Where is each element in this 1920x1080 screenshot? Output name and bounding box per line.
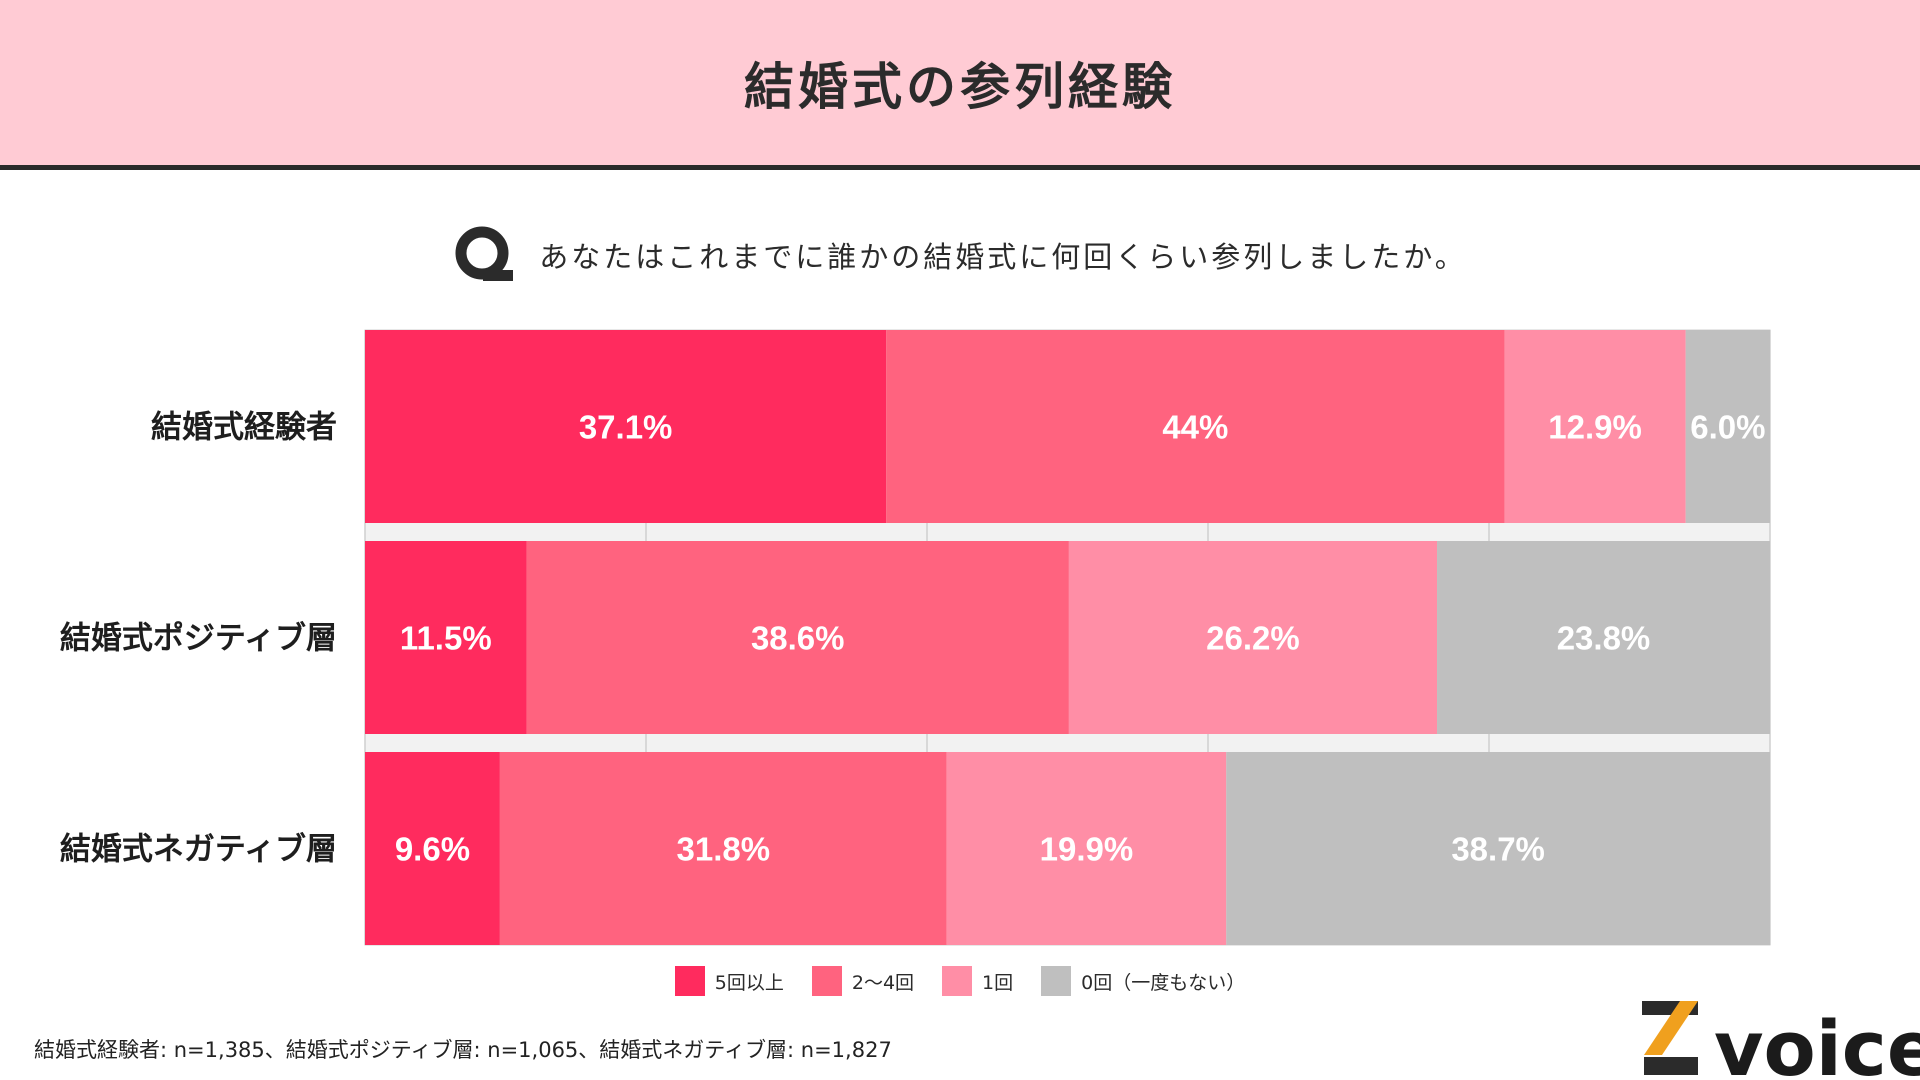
legend-item: 5回以上	[674, 966, 784, 996]
legend-swatch	[674, 966, 705, 996]
bar-segment	[365, 541, 527, 734]
legend-label: 0回（一度もない）	[1081, 971, 1246, 994]
legend-item: 1回	[942, 966, 1013, 996]
logo-text: voice	[1714, 1004, 1920, 1080]
data-label: 12.9%	[1548, 409, 1642, 446]
data-label: 23.8%	[1557, 620, 1651, 657]
data-label: 6.0%	[1690, 409, 1765, 446]
page-title: 結婚式の参列経験	[744, 57, 1176, 116]
question-row: あなたはこれまでに誰かの結婚式に何回くらい参列しましたか。	[0, 222, 1920, 288]
bar-segment	[1504, 330, 1686, 523]
data-label: 44%	[1162, 409, 1228, 446]
question-text: あなたはこれまでに誰かの結婚式に何回くらい参列しましたか。	[539, 240, 1467, 274]
bar-segment	[1226, 752, 1770, 945]
category-label: 結婚式経験者	[151, 410, 337, 446]
category-label: 結婚式ネガティブ層	[60, 832, 337, 868]
bar-segment	[526, 541, 1069, 734]
legend-label: 2〜4回	[851, 971, 915, 994]
legend-swatch	[942, 966, 973, 996]
legend-item: 0回（一度もない）	[1041, 966, 1245, 996]
legend-label: 5回以上	[714, 971, 784, 994]
data-label: 38.7%	[1451, 831, 1545, 868]
legend-swatch	[1041, 966, 1072, 996]
bar-segment	[365, 752, 500, 945]
bar-segment	[499, 752, 947, 945]
bar-segment	[946, 752, 1227, 945]
header-banner: 結婚式の参列経験	[0, 0, 1920, 170]
bar-segment	[365, 330, 887, 523]
chart-bars	[365, 330, 1770, 945]
bar-segment	[886, 330, 1505, 523]
legend-swatch	[811, 966, 842, 996]
category-label: 結婚式ポジティブ層	[60, 621, 337, 657]
chart-legend: 5回以上 2〜4回 1回 0回（一度もない）	[0, 964, 1920, 998]
legend-item: 2〜4回	[811, 966, 915, 996]
q-icon	[455, 226, 514, 281]
data-label: 19.9%	[1040, 831, 1134, 868]
bar-segment	[1437, 541, 1770, 734]
zvoice-logo: voice	[1642, 1001, 1920, 1080]
data-label: 11.5%	[400, 620, 492, 657]
data-label: 9.6%	[395, 831, 470, 868]
chart-labels: 結婚式経験者 37.1% 44% 12.9% 6.0% 結婚式ポジティブ層 11.5% 38.…	[60, 409, 1766, 868]
data-label: 31.8%	[676, 831, 770, 868]
data-label: 37.1%	[579, 409, 673, 446]
legend-label: 1回	[982, 971, 1014, 994]
data-label: 38.6%	[751, 620, 845, 657]
bar-segment	[1068, 541, 1438, 734]
data-label: 26.2%	[1206, 620, 1300, 657]
bar-segment	[1685, 330, 1770, 523]
sample-size-footnote: 結婚式経験者: n=1,385、結婚式ポジティブ層: n=1,065、結婚式ネガ…	[34, 1038, 892, 1062]
